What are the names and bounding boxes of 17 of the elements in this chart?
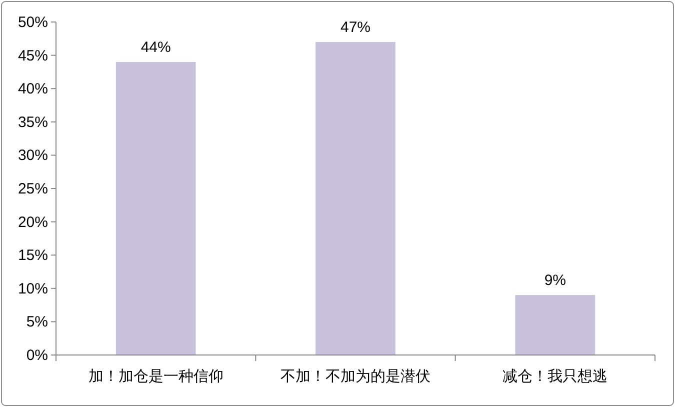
y-tick-label: 10% — [18, 280, 48, 298]
y-tick-label: 25% — [18, 180, 48, 198]
y-tick-label: 30% — [18, 147, 48, 164]
data-label: 44% — [140, 38, 171, 56]
y-tick-label: 50% — [18, 14, 48, 31]
y-tick-label: 5% — [26, 314, 48, 331]
y-tick-label: 15% — [18, 247, 48, 264]
y-tick-label: 45% — [18, 47, 48, 64]
y-tick-label: 35% — [18, 114, 48, 131]
x-tick-label: 加！加仓是一种信仰 — [88, 368, 224, 385]
data-label: 47% — [340, 18, 371, 36]
x-tick-label: 不加！不加为的是潜伏 — [280, 368, 430, 385]
x-tick-label: 减仓！我只想逃 — [502, 368, 608, 385]
data-label: 9% — [544, 272, 566, 290]
y-tick-label: 20% — [18, 214, 48, 231]
y-tick-label: 40% — [18, 80, 48, 98]
y-tick-label: 0% — [26, 347, 48, 364]
